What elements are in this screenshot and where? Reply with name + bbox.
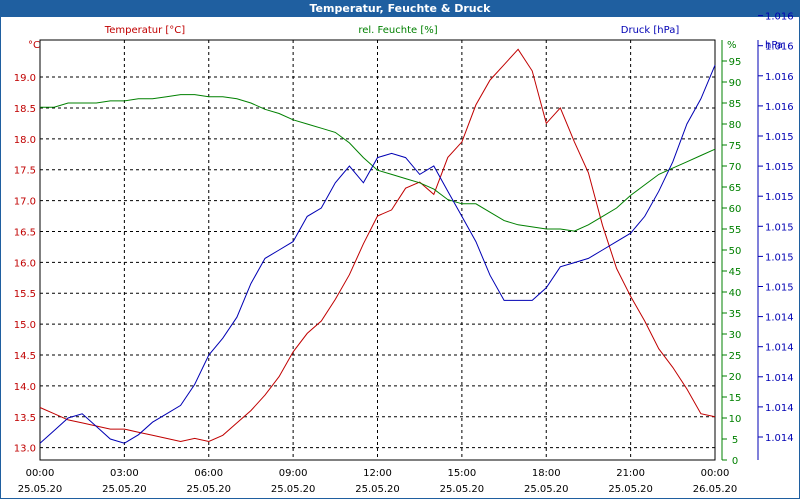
x-tick-label-date: 25.05.20 xyxy=(18,484,63,495)
y-tick-label-right2: 1.015 xyxy=(765,132,794,143)
y-tick-label-right2: 1.016 xyxy=(765,102,794,113)
y-tick-label-right1: 0 xyxy=(732,456,738,467)
y-tick-label-left: 18.0 xyxy=(14,135,36,146)
y-tick-label-left: 17.5 xyxy=(14,166,36,177)
x-tick-label-time: 06:00 xyxy=(194,468,223,479)
y-tick-label-right2: 1.014 xyxy=(765,433,794,444)
y-tick-label-right1: 10 xyxy=(729,414,742,425)
x-tick-label-date: 25.05.20 xyxy=(186,484,231,495)
y-tick-label-right2: 1.015 xyxy=(765,252,794,263)
y-axis-unit-left: °C xyxy=(28,40,40,51)
y-tick-label-right1: 20 xyxy=(729,372,742,383)
x-tick-label-date: 25.05.20 xyxy=(271,484,316,495)
y-tick-label-right1: 5 xyxy=(732,435,738,446)
x-tick-label-date: 25.05.20 xyxy=(102,484,147,495)
y-tick-label-right1: 75 xyxy=(729,141,742,152)
y-tick-label-right2: 1.015 xyxy=(765,162,794,173)
chart-title: Temperatur, Feuchte & Druck xyxy=(0,0,800,17)
series-line xyxy=(40,94,716,232)
y-tick-label-right1: 45 xyxy=(729,267,742,278)
y-tick-label-right1: 35 xyxy=(729,309,742,320)
y-tick-label-left: 18.5 xyxy=(14,104,36,115)
y-tick-label-right1: 15 xyxy=(729,393,742,404)
x-tick-label-date: 25.05.20 xyxy=(440,484,485,495)
y-tick-label-right2: 1.015 xyxy=(765,283,794,294)
y-tick-label-left: 16.0 xyxy=(14,258,36,269)
y-tick-label-right1: 60 xyxy=(729,204,742,215)
x-tick-label-date: 25.05.20 xyxy=(355,484,400,495)
y-tick-label-right2: 1.016 xyxy=(765,72,794,83)
y-tick-label-right2: 1.014 xyxy=(765,313,794,324)
y-tick-label-right1: 55 xyxy=(729,225,742,236)
legend-label: rel. Feuchte [%] xyxy=(358,25,437,36)
y-tick-label-right2: 1.015 xyxy=(765,222,794,233)
legend-label: Druck [hPa] xyxy=(621,25,680,36)
y-tick-label-left: 14.0 xyxy=(14,382,36,393)
y-tick-label-right2: 1.014 xyxy=(765,373,794,384)
x-tick-label-time: 03:00 xyxy=(110,468,139,479)
x-tick-label-time: 15:00 xyxy=(447,468,476,479)
y-tick-label-right1: 70 xyxy=(729,162,742,173)
y-tick-label-left: 15.5 xyxy=(14,289,36,300)
y-tick-label-left: 19.0 xyxy=(14,73,36,84)
x-tick-label-date: 26.05.20 xyxy=(693,484,738,495)
y-axis-unit-right2: hPa xyxy=(765,40,783,51)
y-tick-label-right1: 25 xyxy=(729,351,742,362)
x-tick-label-time: 18:00 xyxy=(532,468,561,479)
y-tick-label-right1: 30 xyxy=(729,330,742,341)
y-tick-label-right2: 1.016 xyxy=(765,42,794,53)
y-tick-label-right1: 50 xyxy=(729,246,742,257)
y-tick-label-right2: 1.015 xyxy=(765,192,794,203)
y-tick-label-right1: 90 xyxy=(729,78,742,89)
series-line xyxy=(39,48,716,443)
y-tick-label-left: 17.0 xyxy=(14,197,36,208)
y-tick-label-right1: 80 xyxy=(729,120,742,131)
y-tick-label-right2: 1.016 xyxy=(765,12,794,23)
y-tick-label-right2: 1.014 xyxy=(765,343,794,354)
x-tick-label-time: 21:00 xyxy=(616,468,645,479)
plot-area xyxy=(39,39,716,461)
y-tick-label-right1: 95 xyxy=(729,57,742,68)
y-tick-label-right1: 40 xyxy=(729,288,742,299)
series-line xyxy=(39,65,716,444)
x-tick-label-time: 09:00 xyxy=(279,468,308,479)
x-tick-label-time: 00:00 xyxy=(701,468,730,479)
y-tick-label-left: 13.0 xyxy=(14,444,36,455)
y-tick-label-right1: 85 xyxy=(729,99,742,110)
x-tick-label-time: 12:00 xyxy=(363,468,392,479)
y-tick-label-left: 14.5 xyxy=(14,351,36,362)
x-tick-label-date: 25.05.20 xyxy=(608,484,653,495)
y-tick-label-right1: 65 xyxy=(729,183,742,194)
y-tick-label-left: 13.5 xyxy=(14,413,36,424)
y-tick-label-right2: 1.014 xyxy=(765,403,794,414)
y-axis-unit-right1: % xyxy=(727,40,737,51)
x-tick-label-date: 25.05.20 xyxy=(524,484,569,495)
y-tick-label-left: 16.5 xyxy=(14,227,36,238)
legend-label: Temperatur [°C] xyxy=(104,25,185,36)
x-tick-label-time: 00:00 xyxy=(26,468,55,479)
y-tick-label-left: 15.0 xyxy=(14,320,36,331)
